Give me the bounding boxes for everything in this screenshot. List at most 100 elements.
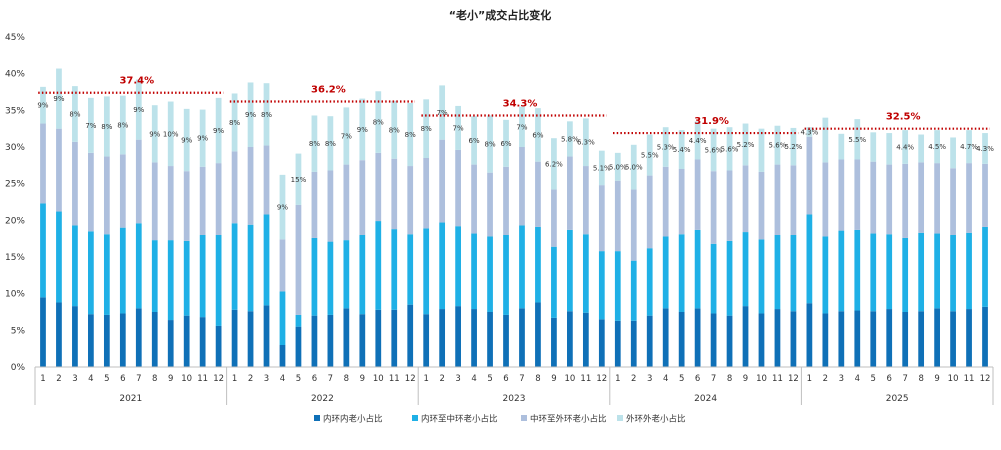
bar-segment xyxy=(535,226,541,303)
bar-segment xyxy=(535,161,541,227)
bar-segment xyxy=(151,312,158,367)
bar-segment xyxy=(519,106,525,147)
month-tick-label: 8 xyxy=(152,374,157,384)
bar-segment xyxy=(854,310,861,367)
month-tick-label: 5 xyxy=(104,374,109,384)
data-label: 5.2% xyxy=(737,141,755,149)
bar-segment xyxy=(854,229,861,311)
month-tick-label: 9 xyxy=(551,374,556,384)
month-tick-label: 2 xyxy=(631,374,636,384)
y-tick-label: 35% xyxy=(5,106,25,116)
data-label: 9% xyxy=(197,135,208,143)
bar-segment xyxy=(678,130,685,169)
bar-segment xyxy=(359,98,366,161)
data-label: 4.3% xyxy=(976,145,994,153)
bar-segment xyxy=(56,128,62,212)
bar-segment xyxy=(439,85,446,140)
bar-segment xyxy=(423,228,430,315)
bar-segment xyxy=(519,225,525,309)
bar-segment xyxy=(215,97,222,164)
data-label: 5.6% xyxy=(721,145,739,153)
data-label: 5.0% xyxy=(609,163,627,171)
bar-segment xyxy=(279,239,286,292)
bar-segment xyxy=(774,309,781,367)
bar-segment xyxy=(72,141,78,226)
data-label: 8% xyxy=(309,140,320,148)
bar-segment xyxy=(950,137,956,169)
bar-segment xyxy=(567,156,573,230)
bar-segment xyxy=(758,128,765,172)
data-label: 5.0% xyxy=(625,164,643,172)
bar-segment xyxy=(838,311,845,367)
year-label: 2025 xyxy=(886,394,909,404)
month-tick-label: 5 xyxy=(679,374,684,384)
bar-segment xyxy=(902,237,909,312)
bar-segment xyxy=(614,180,621,252)
month-tick-label: 12 xyxy=(980,374,991,384)
bar-segment xyxy=(119,154,126,228)
data-label: 5.5% xyxy=(848,136,866,144)
bar-segment xyxy=(966,163,972,233)
bar-segment xyxy=(662,236,669,309)
bar-segment xyxy=(487,236,493,312)
month-tick-label: 10 xyxy=(181,374,192,384)
data-labels-layer: 9%9%8%7% 8% 8%9%9% 10%9% 9%9%8%9% 8%9%15%8% 8%… xyxy=(37,95,994,212)
bar-segment xyxy=(646,134,653,176)
bar-segment xyxy=(455,306,461,367)
month-tick-label: 7 xyxy=(328,374,333,384)
bar-segment xyxy=(263,145,270,215)
bar-segment xyxy=(375,91,382,153)
bar-segment xyxy=(822,313,829,367)
bar-segment xyxy=(678,169,685,235)
bar-segment xyxy=(135,79,142,140)
bar-segment xyxy=(327,314,334,367)
bar-segment xyxy=(423,158,430,229)
bar-segment xyxy=(870,132,877,162)
month-tick-label: 4 xyxy=(471,374,476,384)
data-label: 5.5% xyxy=(641,152,659,160)
bar-segment xyxy=(199,109,206,167)
month-tick-label: 3 xyxy=(839,374,844,384)
year-label: 2021 xyxy=(119,394,142,404)
data-label: 4.3% xyxy=(800,128,818,136)
month-tick-label: 4 xyxy=(280,374,285,384)
bar-segment xyxy=(918,311,925,367)
month-tick-label: 5 xyxy=(871,374,876,384)
bar-segment xyxy=(56,211,62,303)
bar-segment xyxy=(263,305,270,367)
y-tick-label: 30% xyxy=(5,143,25,153)
data-label: 9% xyxy=(149,130,160,138)
bar-segment xyxy=(567,121,573,157)
bar-segment xyxy=(167,101,174,167)
bar-segment xyxy=(870,311,877,367)
bar-segment xyxy=(135,139,142,224)
bar-segment xyxy=(279,345,286,367)
bar-segment xyxy=(327,170,334,242)
month-tick-label: 7 xyxy=(519,374,524,384)
bar-segment xyxy=(199,317,206,367)
month-tick-label: 8 xyxy=(727,374,732,384)
average-label: 31.9% xyxy=(694,116,729,127)
bar-segment xyxy=(535,302,541,367)
bar-segment xyxy=(966,232,972,310)
data-label: 5.4% xyxy=(673,146,691,154)
bar-segment xyxy=(231,309,238,367)
y-axis: 0% 5% 10% 15% 20% 25% 30% 35% 40% 45% xyxy=(5,33,25,373)
bar-segment xyxy=(790,311,797,367)
bar-segment xyxy=(726,170,733,241)
bar-segment xyxy=(758,239,765,314)
bar-segment xyxy=(567,311,573,367)
data-label: 4.4% xyxy=(896,144,914,152)
bar-segment xyxy=(40,297,46,367)
bar-segment xyxy=(742,165,749,233)
data-label: 7% xyxy=(341,133,352,141)
bar-segment xyxy=(902,312,909,367)
bars-layer xyxy=(40,68,988,367)
bar-segment xyxy=(263,83,270,146)
bar-segment xyxy=(694,121,701,160)
month-tick-label: 10 xyxy=(564,374,575,384)
month-tick-label: 8 xyxy=(344,374,349,384)
bar-segment xyxy=(391,309,398,367)
bar-segment xyxy=(72,225,78,307)
bar-segment xyxy=(215,325,222,367)
